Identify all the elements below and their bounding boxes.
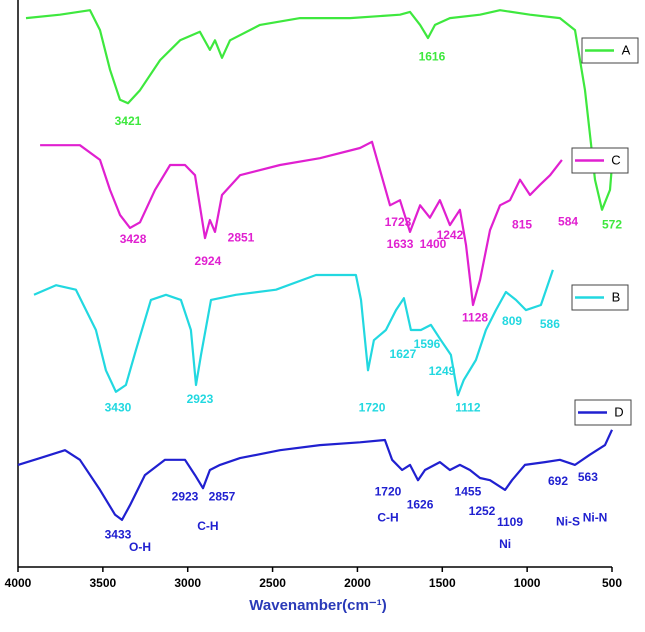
- x-tick-label: 4000: [5, 576, 32, 590]
- x-tick-label: 500: [602, 576, 622, 590]
- legend-label: D: [614, 404, 623, 419]
- legend-label: A: [622, 42, 631, 57]
- peak-label: 809: [502, 314, 522, 328]
- x-tick-label: 1000: [514, 576, 541, 590]
- peak-label: 1633: [387, 237, 414, 251]
- peak-label: 1455: [455, 484, 482, 498]
- peak-label: 3428: [120, 232, 147, 246]
- legend-label: C: [611, 152, 620, 167]
- x-tick-label: 2000: [344, 576, 371, 590]
- peak-label: 1596: [414, 337, 441, 351]
- peak-label: 1723: [385, 215, 412, 229]
- peak-label: 2857: [209, 489, 236, 503]
- peak-label: Ni: [499, 537, 511, 551]
- x-tick-label: 3000: [174, 576, 201, 590]
- peak-label: C-H: [377, 510, 398, 524]
- x-axis-label: Wavenamber(cm⁻¹): [249, 597, 386, 614]
- peak-label: 3430: [105, 400, 132, 414]
- peak-label: 584: [558, 214, 578, 228]
- peak-label: 1616: [419, 49, 446, 63]
- peak-label: 2923: [172, 489, 199, 503]
- x-tick-label: 1500: [429, 576, 456, 590]
- peak-label: 586: [540, 317, 560, 331]
- peak-label: 1109: [497, 515, 523, 529]
- peak-label: 1627: [390, 347, 417, 361]
- peak-label: 1112: [455, 400, 481, 414]
- peak-label: 1242: [437, 228, 464, 242]
- peak-label: 1720: [375, 484, 402, 498]
- peak-label: O-H: [129, 540, 151, 554]
- peak-label: 2851: [228, 230, 255, 244]
- peak-label: 1252: [469, 504, 496, 518]
- peak-label: 1400: [420, 237, 447, 251]
- peak-label: 1249: [429, 364, 456, 378]
- peak-label: 1128: [462, 310, 488, 324]
- peak-label: Ni-N: [583, 510, 608, 524]
- peak-label: 2923: [187, 392, 214, 406]
- peak-label: 2924: [195, 254, 222, 268]
- peak-label: 815: [512, 217, 532, 231]
- spectrum-line: [33, 269, 554, 397]
- peak-label: 692: [548, 474, 568, 488]
- spectrum-line: [17, 429, 614, 522]
- peak-label: Ni-S: [556, 514, 580, 528]
- peak-label: 3421: [115, 114, 142, 128]
- x-tick-label: 2500: [259, 576, 286, 590]
- peak-label: 572: [602, 217, 622, 231]
- spectrum-line: [40, 140, 563, 307]
- x-tick-label: 3500: [90, 576, 117, 590]
- peak-label: 1720: [359, 400, 386, 414]
- peak-label: 563: [578, 470, 598, 484]
- peak-label: 3433: [105, 527, 132, 541]
- peak-label: C-H: [197, 519, 218, 533]
- peak-label: 1626: [407, 497, 434, 511]
- spectrum-line: [25, 9, 614, 211]
- legend-label: B: [612, 289, 621, 304]
